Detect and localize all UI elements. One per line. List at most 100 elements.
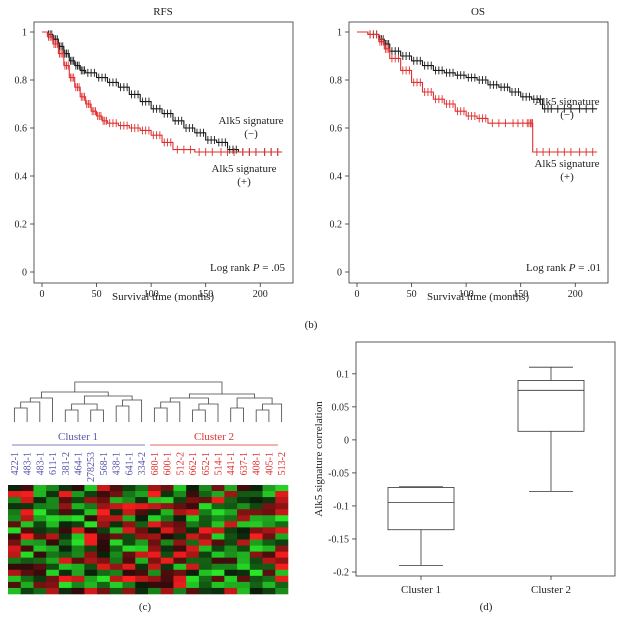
heatmap-cell xyxy=(20,563,34,571)
heatmap-cell xyxy=(8,509,22,516)
heatmap-cell xyxy=(249,509,263,516)
heatmap-cell xyxy=(237,527,251,534)
heatmap-cell xyxy=(58,527,72,534)
y-tick-label: -0.1 xyxy=(333,501,349,512)
heatmap-cell xyxy=(211,575,225,583)
sample-labels: 422-1 483-1 483-1 611-1 381-2 464-1 278253 568-… xyxy=(10,452,288,482)
heatmap-cell xyxy=(97,515,111,522)
y-tick-label: 0.2 xyxy=(15,220,28,231)
heatmap-cell xyxy=(109,569,123,577)
heatmap-cell xyxy=(211,563,225,571)
heatmap-cell xyxy=(160,491,174,498)
heatmap-cell xyxy=(58,575,72,583)
heatmap-cell xyxy=(249,539,263,546)
heatmap-cell xyxy=(33,539,47,546)
heatmap-cell xyxy=(71,575,85,583)
heatmap-cell xyxy=(122,521,136,528)
heatmap-cell xyxy=(148,557,162,565)
heatmap-cell xyxy=(58,509,72,516)
heatmap-cell xyxy=(109,539,123,546)
heatmap-cell xyxy=(46,521,60,528)
heatmap-cell xyxy=(71,485,85,492)
sample-label: 464-1 xyxy=(74,452,85,475)
heatmap-cell xyxy=(173,497,187,504)
heatmap-cell xyxy=(160,569,174,577)
x-tick-label: 100 xyxy=(459,289,474,300)
sample-label: 641-1 xyxy=(124,452,135,475)
heatmap-cell xyxy=(97,557,111,565)
heatmap-cell xyxy=(275,485,289,492)
x-tick-labels: 0 50 100 150 200 xyxy=(40,283,268,300)
heatmap-cell xyxy=(109,527,123,534)
heatmap-cell xyxy=(20,515,34,522)
y-tick-labels: -0.2 -0.15 -0.1 -0.05 0 0.05 0.1 xyxy=(328,369,356,579)
heatmap-cell xyxy=(46,557,60,565)
heatmap-cell xyxy=(262,587,276,595)
heatmap-cell xyxy=(237,569,251,577)
heatmap-cell xyxy=(20,575,34,583)
dendrogram-link xyxy=(262,403,283,422)
heatmap-cell xyxy=(198,533,212,540)
km-plot-os: OS Survival time (months) 0 0.2 0.4 0.6 0.8 1… xyxy=(330,6,609,303)
heatmap-cell xyxy=(8,527,22,534)
heatmap-cell xyxy=(46,515,60,522)
x-axis-label: Survival time (months) xyxy=(112,291,214,303)
heatmap-cell xyxy=(249,557,263,565)
heatmap-cell xyxy=(109,581,123,589)
heatmap-cell xyxy=(224,533,238,540)
heatmap-cell xyxy=(33,581,47,589)
heatmap-cell xyxy=(198,581,212,589)
heatmap-cell xyxy=(97,581,111,589)
heatmap-cell xyxy=(173,509,187,516)
x-tick-label: 200 xyxy=(253,289,268,300)
heatmap-cell xyxy=(237,503,251,510)
heatmap-cell xyxy=(20,569,34,577)
heatmap-cell xyxy=(20,521,34,528)
sample-label: 381-2 xyxy=(61,452,72,475)
heatmap-cell xyxy=(148,539,162,546)
heatmap-cell xyxy=(8,497,22,504)
heatmap-cell xyxy=(237,581,251,589)
heatmap-cell xyxy=(8,545,22,552)
heatmap-cell xyxy=(20,527,34,534)
heatmap-cell xyxy=(58,551,72,558)
heatmap-cell xyxy=(249,485,263,492)
heatmap-cell xyxy=(58,539,72,546)
cluster-2-label: Cluster 2 xyxy=(194,431,234,443)
x-tick-label: 200 xyxy=(568,289,583,300)
heatmap-cell xyxy=(148,545,162,552)
heatmap-cell xyxy=(186,587,200,595)
heatmap-cell xyxy=(58,563,72,571)
heatmap-cell xyxy=(109,503,123,510)
heatmap-cell xyxy=(97,509,111,516)
log-rank-value: = .05 xyxy=(260,262,286,274)
y-tick-label: -0.05 xyxy=(328,468,349,479)
heatmap-cell xyxy=(84,515,98,522)
heatmap-cell xyxy=(46,539,60,546)
series-label-neg-line1: Alk5 signature xyxy=(218,115,283,127)
heatmap-cell xyxy=(275,545,289,552)
heatmap-cell xyxy=(20,557,34,565)
heatmap-cell xyxy=(160,557,174,565)
heatmap-cell xyxy=(135,569,149,577)
heatmap-cell xyxy=(224,521,238,528)
cluster-1-label: Cluster 1 xyxy=(58,431,98,443)
heatmap-cell xyxy=(46,581,60,589)
heatmap-cell xyxy=(8,485,22,492)
heatmap-cell xyxy=(186,491,200,498)
heatmap-cell xyxy=(186,545,200,552)
heatmap-cell xyxy=(109,509,123,516)
heatmap-cell xyxy=(122,485,136,492)
heatmap-cell xyxy=(135,545,149,552)
heatmap-cell xyxy=(20,503,34,510)
y-tick-label: -0.15 xyxy=(328,534,349,545)
boxes xyxy=(387,366,585,566)
heatmap-cell xyxy=(33,491,47,498)
heatmap-cell xyxy=(58,557,72,565)
heatmap-cell xyxy=(20,509,34,516)
heatmap-cell xyxy=(20,539,34,546)
y-tick-label: 0 xyxy=(22,268,27,279)
heatmap-cell xyxy=(97,521,111,528)
sample-label: 652-1 xyxy=(201,452,212,475)
x-tick-label: 100 xyxy=(144,289,159,300)
